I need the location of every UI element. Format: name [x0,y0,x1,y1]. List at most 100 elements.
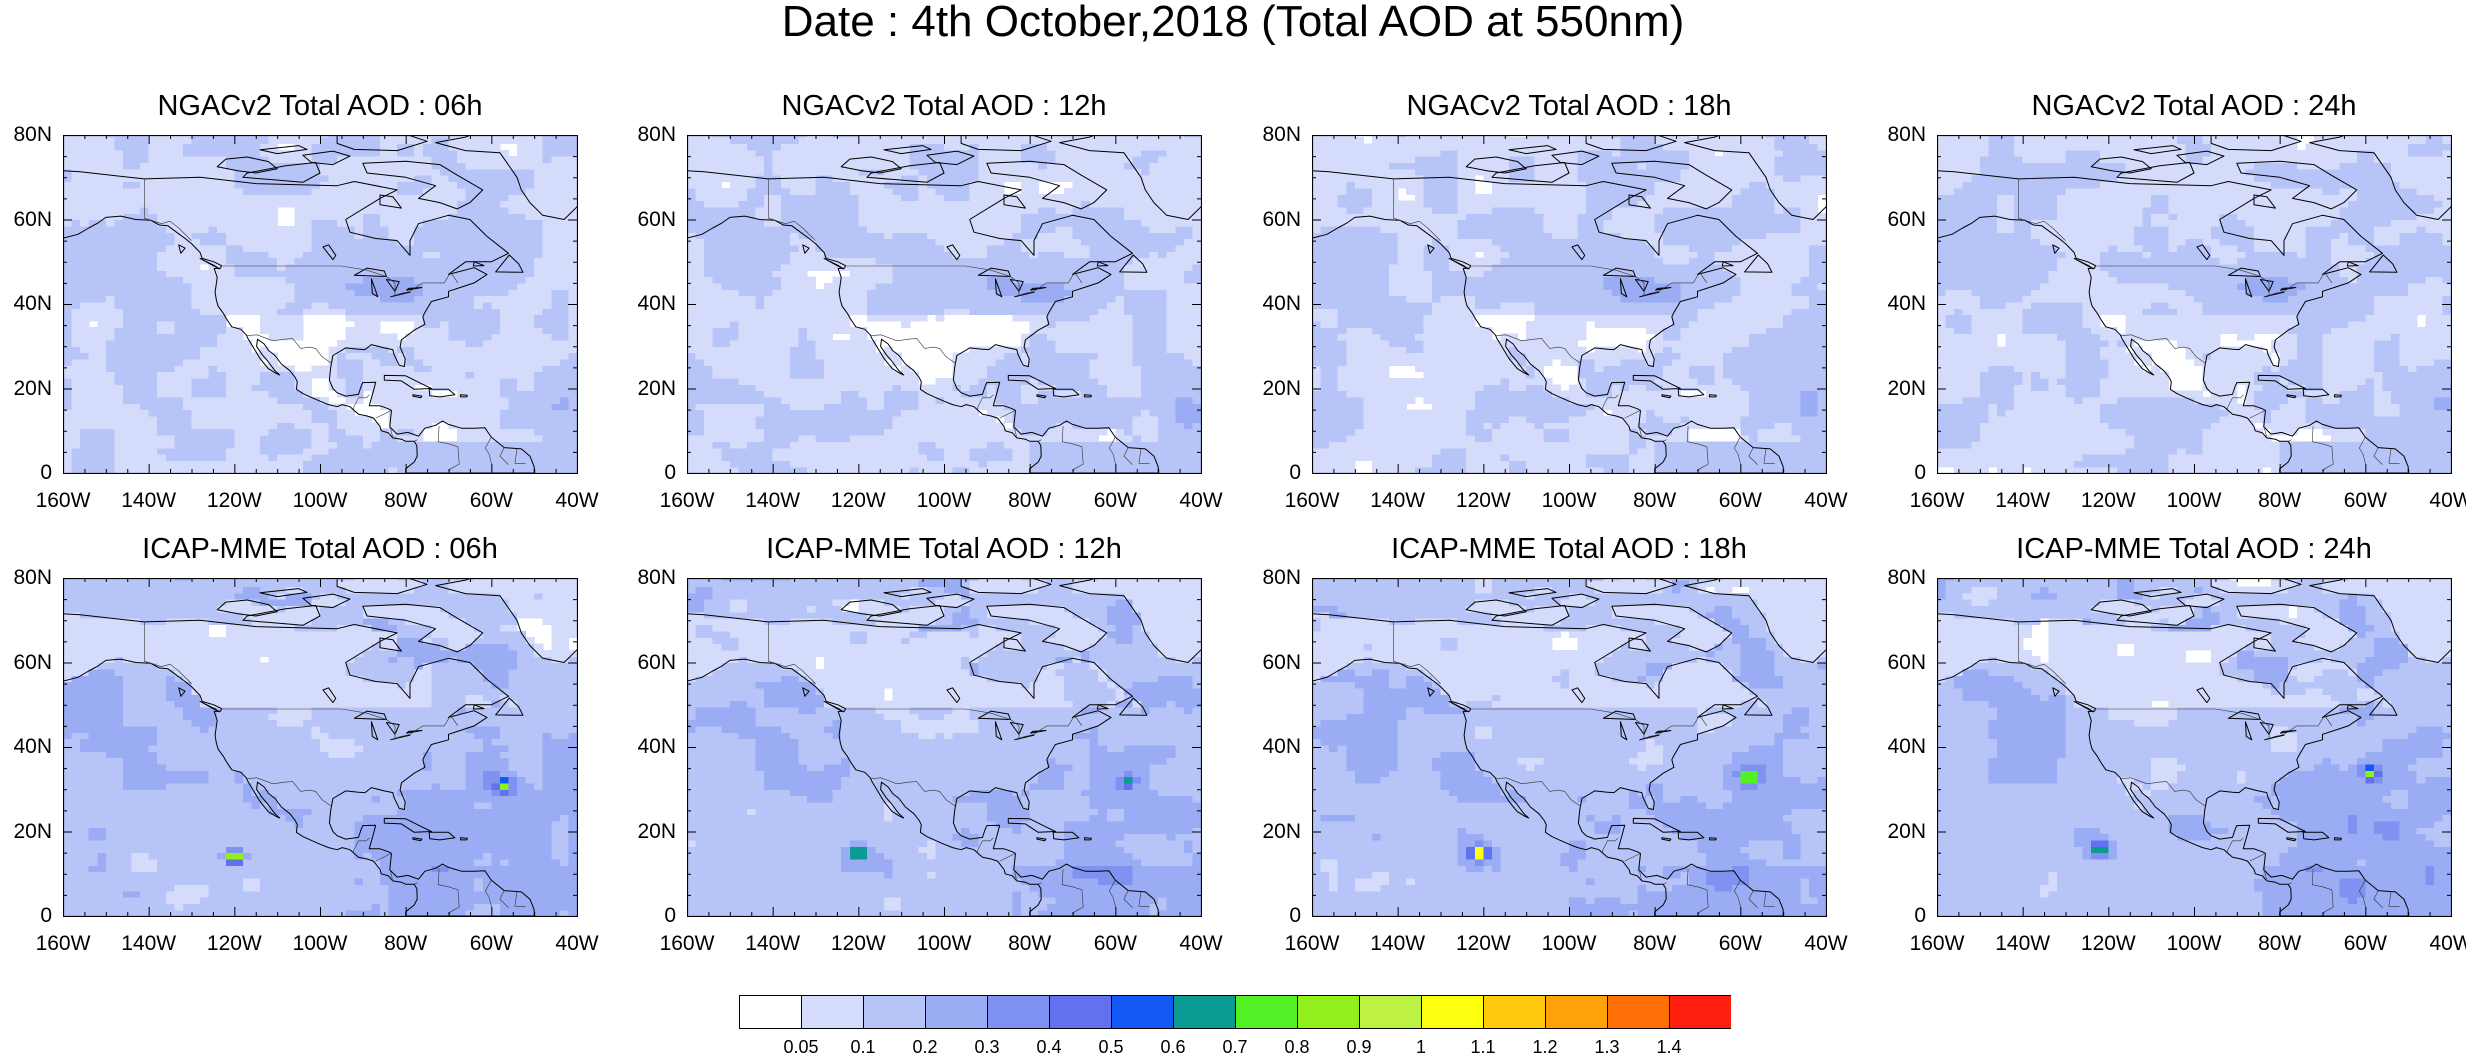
lon-tick-label: 140W [119,933,179,955]
lon-tick-label: 60W [1085,490,1145,512]
lat-tick-label: 20N [1874,378,1926,400]
lon-tick-label: 160W [1282,490,1342,512]
colorbar-label: 0.7 [1205,1038,1265,1056]
lat-tick-label: 40N [624,293,676,315]
lat-tick-label: 80N [1874,567,1926,589]
aod-map-ngac-18 [1312,135,1827,474]
lon-tick-label: 140W [1993,490,2053,512]
colorbar-label: 1.4 [1639,1038,1699,1056]
lat-tick-label: 0 [1874,905,1926,927]
lon-tick-label: 140W [1368,933,1428,955]
colorbar-swatch [864,996,926,1029]
lat-tick-label: 0 [1249,905,1301,927]
lon-tick-label: 120W [828,490,888,512]
lon-tick-label: 40W [1796,490,1856,512]
aod-map-ngac-24 [1937,135,2452,474]
lat-tick-label: 40N [0,736,52,758]
lon-tick-label: 100W [1539,490,1599,512]
lat-tick-label: 60N [1874,209,1926,231]
lon-tick-label: 80W [2250,933,2310,955]
colorbar-swatch [740,996,802,1029]
panel-title-ngac-24: NGACv2 Total AOD : 24h [1894,91,2466,121]
lat-tick-label: 40N [1249,293,1301,315]
lon-tick-label: 160W [657,490,717,512]
lat-tick-label: 60N [1874,652,1926,674]
colorbar-swatch [1608,996,1670,1029]
lat-tick-label: 0 [1874,462,1926,484]
lon-tick-label: 60W [1085,933,1145,955]
lon-tick-label: 160W [1907,933,1967,955]
aod-map-icap-18 [1312,578,1827,917]
panel-title-icap-18: ICAP-MME Total AOD : 18h [1269,534,1869,564]
lat-tick-label: 0 [0,462,52,484]
colorbar-swatch [1484,996,1546,1029]
lat-tick-label: 20N [624,378,676,400]
lon-tick-label: 100W [2164,933,2224,955]
panel-title-ngac-06: NGACv2 Total AOD : 06h [20,91,620,121]
map-panel-ngac-24 [1937,135,2452,474]
colorbar-swatch [1546,996,1608,1029]
lon-tick-label: 40W [2421,490,2466,512]
lon-tick-label: 60W [2335,933,2395,955]
colorbar-swatch [1298,996,1360,1029]
lon-tick-label: 60W [1710,490,1770,512]
lat-tick-label: 40N [624,736,676,758]
lon-tick-label: 80W [1625,933,1685,955]
lon-tick-label: 160W [33,490,93,512]
lat-tick-label: 60N [1249,652,1301,674]
lon-tick-label: 120W [2078,490,2138,512]
lat-tick-label: 20N [624,821,676,843]
lon-tick-label: 140W [743,933,803,955]
lat-tick-label: 20N [1874,821,1926,843]
panel-title-icap-24: ICAP-MME Total AOD : 24h [1894,534,2466,564]
lon-tick-label: 140W [119,490,179,512]
lon-tick-label: 100W [2164,490,2224,512]
lon-tick-label: 40W [1171,490,1231,512]
colorbar-label: 1.2 [1515,1038,1575,1056]
lat-tick-label: 60N [1249,209,1301,231]
lat-tick-label: 20N [1249,821,1301,843]
colorbar-label: 0.1 [833,1038,893,1056]
map-panel-icap-18 [1312,578,1827,917]
aod-map-icap-06 [63,578,578,917]
lat-tick-label: 0 [624,462,676,484]
lon-tick-label: 40W [2421,933,2466,955]
panel-title-icap-12: ICAP-MME Total AOD : 12h [644,534,1244,564]
lat-tick-label: 0 [624,905,676,927]
lat-tick-label: 20N [1249,378,1301,400]
lat-tick-label: 60N [624,209,676,231]
lon-tick-label: 160W [1907,490,1967,512]
colorbar [739,995,1731,1029]
lon-tick-label: 100W [914,490,974,512]
colorbar-label: 0.2 [895,1038,955,1056]
lon-tick-label: 120W [204,490,264,512]
aod-field [1312,578,1827,917]
lon-tick-label: 120W [1453,933,1513,955]
lat-tick-label: 80N [1249,124,1301,146]
lat-tick-label: 40N [1874,736,1926,758]
colorbar-label: 1.1 [1453,1038,1513,1056]
colorbar-swatch [926,996,988,1029]
colorbar-swatch [1422,996,1484,1029]
colorbar-label: 0.3 [957,1038,1017,1056]
lon-tick-label: 60W [461,490,521,512]
lon-tick-label: 60W [2335,490,2395,512]
colorbar-label: 0.8 [1267,1038,1327,1056]
colorbar-swatch [1360,996,1422,1029]
lat-tick-label: 40N [1249,736,1301,758]
lon-tick-label: 40W [1796,933,1856,955]
lat-tick-label: 40N [0,293,52,315]
lat-tick-label: 20N [0,821,52,843]
colorbar-swatch [988,996,1050,1029]
lat-tick-label: 80N [624,567,676,589]
colorbar-label: 0.6 [1143,1038,1203,1056]
country-border [2288,440,2292,442]
lat-tick-label: 80N [0,124,52,146]
panel-title-ngac-18: NGACv2 Total AOD : 18h [1269,91,1869,121]
aod-field [687,135,1202,474]
aod-field [1937,578,2452,917]
colorbar-swatch [802,996,864,1029]
aod-field [1937,135,2452,474]
panel-title-icap-06: ICAP-MME Total AOD : 06h [20,534,620,564]
lon-tick-label: 120W [828,933,888,955]
